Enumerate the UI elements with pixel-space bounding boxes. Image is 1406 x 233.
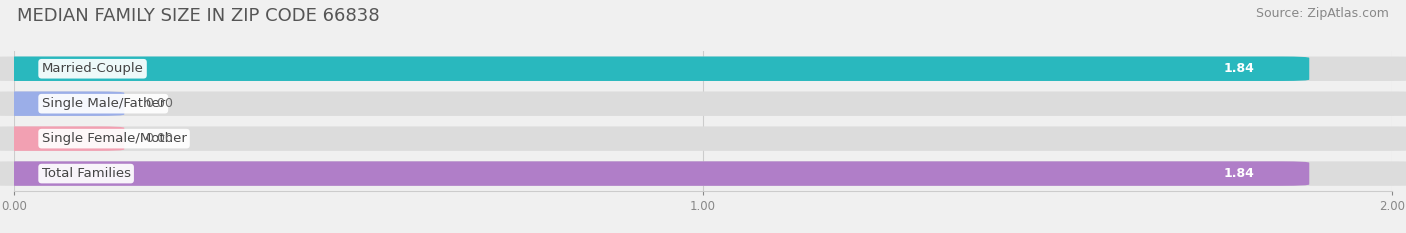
FancyBboxPatch shape xyxy=(0,57,1406,81)
FancyBboxPatch shape xyxy=(0,161,1406,186)
FancyBboxPatch shape xyxy=(0,57,1309,81)
Text: Source: ZipAtlas.com: Source: ZipAtlas.com xyxy=(1256,7,1389,20)
Text: 1.84: 1.84 xyxy=(1223,167,1254,180)
Text: 0.00: 0.00 xyxy=(145,97,173,110)
Text: 0.00: 0.00 xyxy=(145,132,173,145)
FancyBboxPatch shape xyxy=(0,127,124,151)
Text: MEDIAN FAMILY SIZE IN ZIP CODE 66838: MEDIAN FAMILY SIZE IN ZIP CODE 66838 xyxy=(17,7,380,25)
Text: 1.84: 1.84 xyxy=(1223,62,1254,75)
FancyBboxPatch shape xyxy=(0,92,124,116)
Text: Total Families: Total Families xyxy=(42,167,131,180)
FancyBboxPatch shape xyxy=(0,92,1406,116)
Text: Married-Couple: Married-Couple xyxy=(42,62,143,75)
FancyBboxPatch shape xyxy=(0,161,1309,186)
Text: Single Female/Mother: Single Female/Mother xyxy=(42,132,187,145)
Text: Single Male/Father: Single Male/Father xyxy=(42,97,165,110)
FancyBboxPatch shape xyxy=(0,127,1406,151)
